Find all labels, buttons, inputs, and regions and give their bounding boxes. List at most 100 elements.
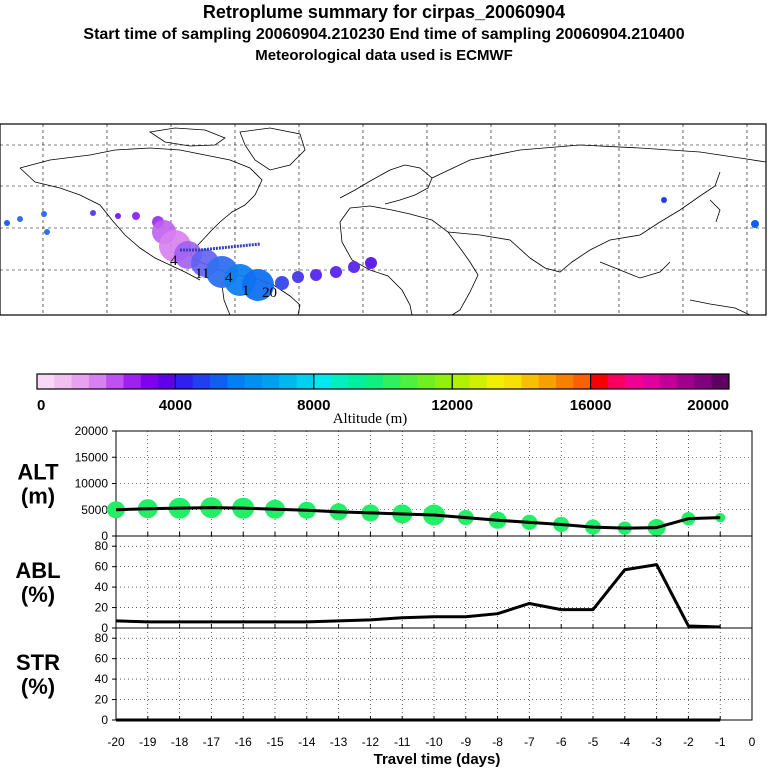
colorbar-swatch — [694, 374, 713, 389]
colorbar-swatch — [383, 374, 401, 389]
panel-frame — [115, 627, 753, 721]
colorbar-swatch — [331, 374, 349, 389]
colorbar-swatch — [504, 374, 522, 389]
y-tick-label: 60 — [95, 560, 109, 574]
colorbar-swatch — [313, 374, 332, 389]
x-tick-label: -12 — [362, 735, 380, 749]
panel-y-label: (m) — [21, 484, 55, 509]
x-axis-label: Travel time (days) — [374, 751, 501, 768]
x-tick-label: -4 — [619, 735, 630, 749]
x-tick-label: -2 — [683, 735, 694, 749]
y-tick-label: 5000 — [81, 503, 108, 517]
x-tick-label: -14 — [298, 735, 316, 749]
time-series-panels: 05000100001500020000ALT(m)020406080ABL(%… — [15, 424, 753, 727]
y-tick-label: 10000 — [75, 477, 109, 491]
panel-y-label: STR — [16, 650, 60, 675]
colorbar-swatch — [348, 374, 367, 389]
colorbar-swatch — [192, 374, 211, 389]
colorbar-swatch — [175, 374, 194, 389]
map-day-label: 4 — [225, 270, 233, 286]
colorbar-axis-label: Altitude (m) — [333, 411, 408, 427]
colorbar-swatch — [607, 374, 626, 389]
y-tick-label: 80 — [95, 631, 109, 645]
colorbar-swatch — [54, 374, 73, 389]
colorbar-swatch — [71, 374, 90, 389]
colorbar-tick-label: 4000 — [159, 397, 192, 414]
map-day-label: 20 — [262, 285, 277, 301]
panel-y-label: (%) — [21, 582, 55, 607]
y-tick-label: 40 — [95, 672, 109, 686]
y-tick-label: 20 — [95, 601, 109, 615]
map-day-label: 11 — [195, 266, 209, 282]
colorbar-swatch — [296, 374, 315, 389]
y-tick-label: 0 — [101, 621, 108, 635]
y-tick-label: 20000 — [75, 424, 109, 438]
x-tick-label: -7 — [524, 735, 535, 749]
panel-alt: 0 5000 10000 15000 20000 ALT(m) — [17, 424, 753, 543]
colorbar-swatch — [210, 374, 228, 389]
colorbar-swatch — [279, 374, 297, 389]
altitude-colorbar: 0 4000 8000 12000 16000 20000 — [36, 373, 730, 414]
colorbar-swatch — [140, 374, 159, 389]
colorbar-swatch — [556, 374, 574, 389]
x-tick-label: -11 — [394, 735, 411, 749]
x-tick-label: -8 — [492, 735, 503, 749]
colorbar-tick-label: 0 — [37, 397, 45, 414]
series-line — [115, 563, 721, 629]
x-tick-label: -15 — [266, 735, 284, 749]
x-tick-label: -1 — [715, 735, 726, 749]
colorbar-swatch — [37, 374, 55, 389]
colorbar-swatch — [227, 374, 246, 389]
colorbar-swatch — [642, 374, 661, 389]
y-tick-label: 15000 — [75, 450, 109, 464]
panel-y-label: (%) — [21, 674, 55, 699]
panel-str: 0 20 40 60 80 STR(%) — [16, 627, 753, 727]
colorbar-swatch — [590, 374, 609, 389]
colorbar-swatch — [711, 374, 730, 389]
x-tick-label: -20 — [107, 735, 125, 749]
colorbar-tick-label: 16000 — [570, 397, 612, 414]
colorbar-swatch — [417, 374, 436, 389]
colorbar-tick-label: 8000 — [297, 397, 330, 414]
colorbar-swatch — [88, 374, 107, 389]
colorbar-swatch — [521, 374, 540, 389]
y-tick-label: 0 — [101, 529, 108, 543]
map-frame — [0, 123, 767, 316]
sampling-times: Start time of sampling 20060904.210230 E… — [83, 26, 685, 43]
x-tick-label: -3 — [651, 735, 662, 749]
colorbar-swatch — [659, 374, 678, 389]
x-tick-label: 0 — [749, 735, 756, 749]
colorbar-swatch — [400, 374, 419, 389]
colorbar-swatch — [677, 374, 695, 389]
colorbar-swatch — [123, 374, 142, 389]
colorbar-swatch — [106, 374, 124, 389]
x-tick-label: -6 — [556, 735, 567, 749]
colorbar-swatch — [261, 374, 280, 389]
y-tick-label: 80 — [95, 539, 109, 553]
met-data-note: Meteorological data used is ECMWF — [255, 47, 513, 64]
colorbar-swatch — [434, 374, 453, 389]
colorbar-swatch — [365, 374, 384, 389]
colorbar-tick-label: 12000 — [431, 397, 473, 414]
panel-y-label: ALT — [17, 460, 59, 485]
colorbar-swatch — [469, 374, 488, 389]
panel-frame — [115, 535, 753, 629]
retroplume-trajectory — [4, 197, 759, 301]
x-tick-label: -13 — [330, 735, 348, 749]
y-tick-label: 40 — [95, 580, 109, 594]
panel-abl: 0 20 40 60 80 ABL(%) — [15, 535, 753, 635]
chart-title: Retroplume summary for cirpas_20060904 — [202, 2, 566, 22]
colorbar-swatch — [625, 374, 643, 389]
world-map: 4 11 4 1 20 — [0, 123, 767, 316]
panel-y-label: ABL — [15, 558, 60, 583]
x-tick-label: -17 — [203, 735, 221, 749]
y-tick-label: 20 — [95, 693, 109, 707]
x-tick-label: -5 — [588, 735, 599, 749]
y-tick-label: 0 — [101, 713, 108, 727]
colorbar-swatch — [486, 374, 505, 389]
x-tick-label: -19 — [139, 735, 157, 749]
colorbar-swatch — [158, 374, 176, 389]
colorbar-tick-label: 20000 — [687, 397, 729, 414]
x-tick-label: -18 — [171, 735, 189, 749]
